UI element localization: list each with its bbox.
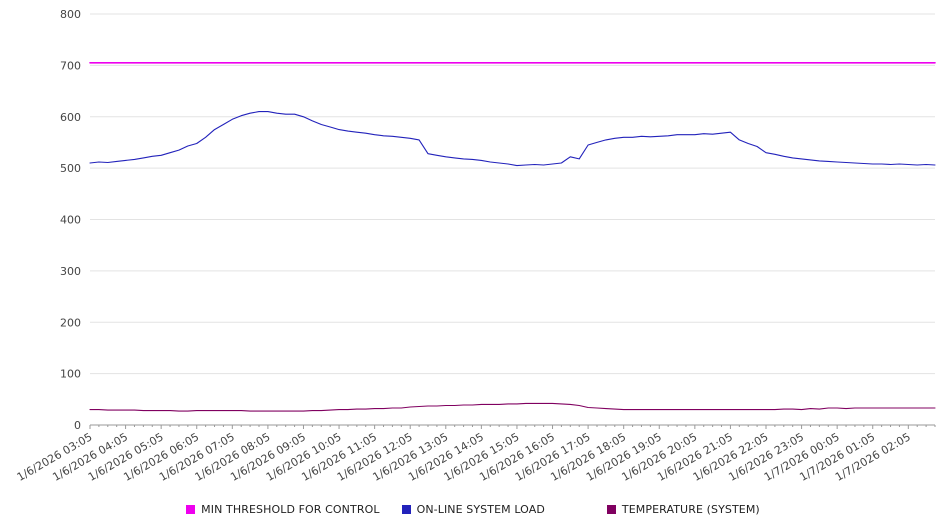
series-line-1 xyxy=(89,111,936,167)
legend-item-1[interactable]: ON-LINE SYSTEM LOAD xyxy=(401,503,545,516)
y-axis-tick-label: 500 xyxy=(60,162,81,175)
series-line-2 xyxy=(89,402,936,412)
y-axis-tick-label: 200 xyxy=(60,316,81,329)
legend-item-2[interactable]: TEMPERATURE (SYSTEM) xyxy=(606,503,760,516)
legend-label: TEMPERATURE (SYSTEM) xyxy=(621,503,760,516)
y-axis-tick-label: 300 xyxy=(60,265,81,278)
y-axis-tick-label: 100 xyxy=(60,368,81,381)
y-axis-tick-label: 600 xyxy=(60,111,81,124)
y-axis-tick-label: 700 xyxy=(60,59,81,72)
y-axis-tick-label: 0 xyxy=(74,419,81,432)
chart-legend: MIN THRESHOLD FOR CONTROL ON-LINE SYSTEM … xyxy=(0,503,946,516)
legend-swatch xyxy=(186,505,196,514)
legend-swatch xyxy=(401,505,411,514)
y-axis-tick-label: 400 xyxy=(60,214,81,227)
legend-item-0[interactable]: MIN THRESHOLD FOR CONTROL xyxy=(186,503,379,516)
legend-label: MIN THRESHOLD FOR CONTROL xyxy=(201,503,380,516)
legend-swatch xyxy=(606,505,616,514)
legend-label: ON-LINE SYSTEM LOAD xyxy=(416,503,545,516)
y-axis-tick-label: 800 xyxy=(60,8,81,21)
